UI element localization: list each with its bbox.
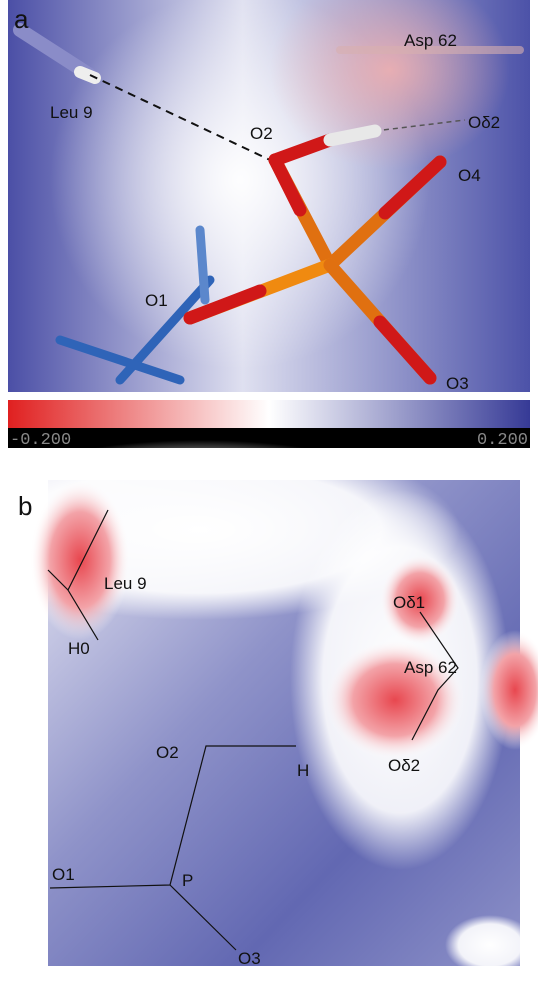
stick xyxy=(200,230,205,300)
atom-label: Oδ1 xyxy=(393,593,425,612)
atom-label: O3 xyxy=(238,949,261,968)
colorbar: -0.200 0.200 xyxy=(8,400,530,450)
colorbar-gradient xyxy=(8,400,530,428)
panel-b: b Leu 9 H0 Oδ1 Asp 62 Oδ2 O2 H O1 P O3 xyxy=(0,440,538,975)
atom-label: Leu 9 xyxy=(104,574,147,593)
atom-label: H0 xyxy=(68,639,90,658)
atom-label: O2 xyxy=(250,124,273,143)
bond xyxy=(330,131,375,140)
atom-label: O4 xyxy=(458,166,481,185)
atom-label: P xyxy=(182,871,193,890)
atom-label: Asp 62 xyxy=(404,658,457,677)
colorbar-max: 0.200 xyxy=(477,431,528,450)
atom-label: O3 xyxy=(446,374,469,393)
contour-white xyxy=(445,915,535,975)
panel-a: a Leu 9 Asp 62 O2 Oδ2 O4 O1 O3 xyxy=(8,0,530,393)
panel-letter: b xyxy=(18,491,32,521)
atom-label: Asp 62 xyxy=(404,31,457,50)
atom-label: H xyxy=(297,761,309,780)
panel-letter: a xyxy=(14,4,29,34)
colorbar-min: -0.200 xyxy=(10,431,71,450)
atom-label: O2 xyxy=(156,743,179,762)
atom-label: Oδ2 xyxy=(388,756,420,775)
atom-label: O1 xyxy=(52,865,75,884)
atom-label: Oδ2 xyxy=(468,113,500,132)
atom-label: Leu 9 xyxy=(50,103,93,122)
figure: a Leu 9 Asp 62 O2 Oδ2 O4 O1 O3 -0.200 0.… xyxy=(0,0,538,982)
contour-red xyxy=(30,480,130,640)
atom-label: O1 xyxy=(145,291,168,310)
